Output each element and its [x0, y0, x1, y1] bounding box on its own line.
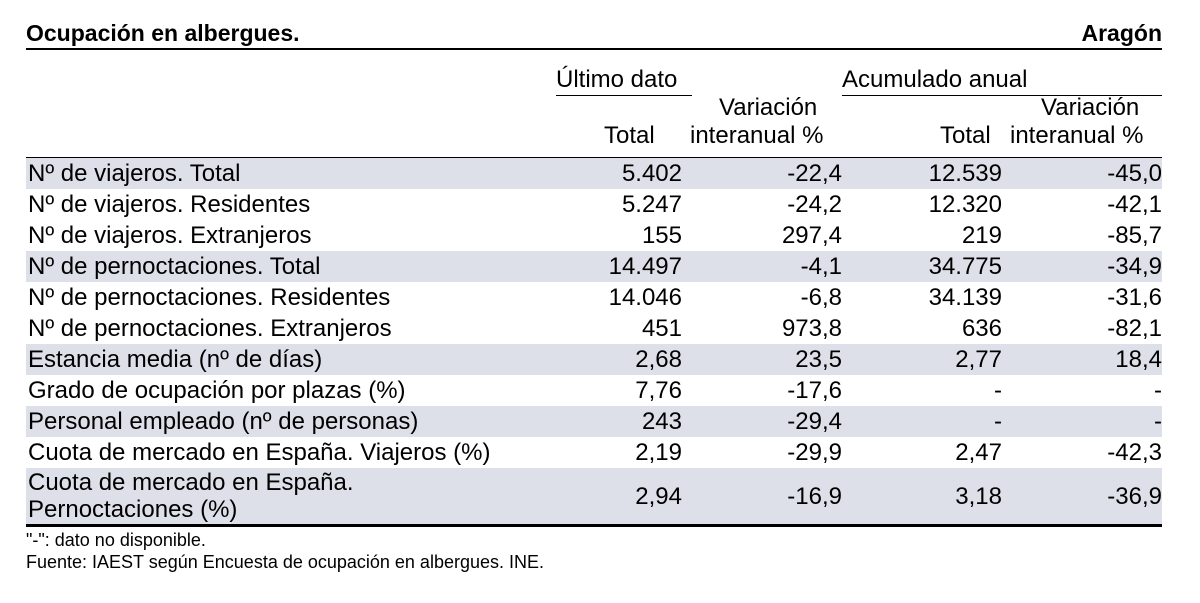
cell-variation: -22,4: [682, 158, 842, 189]
table-row: Nº de viajeros. Total 5.402 -22,4 12.539…: [26, 158, 1162, 189]
row-label: Nº de pernoctaciones. Residentes: [28, 283, 391, 311]
report-table-block: Ocupación en albergues. Aragón Último da…: [26, 14, 1162, 573]
row-label: Personal empleado (nº de personas): [26, 406, 566, 437]
missing-data-note: "-": dato no disponible.: [26, 530, 206, 550]
cell-acum-variation: -: [1154, 376, 1162, 404]
table-row: Personal empleado (nº de personas) 243 -…: [26, 406, 1162, 437]
cell-acum-variation: -45,0: [1002, 158, 1162, 189]
row-label: Nº de pernoctaciones. Total: [26, 251, 566, 282]
cell-variation: 23,5: [682, 344, 842, 375]
cell-acum-variation: -36,9: [1002, 468, 1162, 524]
col-header-var-2-line1: Variación: [1041, 94, 1140, 121]
cell-variation: 973,8: [781, 314, 842, 342]
column-header: Último dato Acumulado anual Total Variac…: [26, 50, 1162, 158]
cell-total: 451: [641, 314, 682, 342]
cell-variation: -29,4: [682, 406, 842, 437]
cell-acum-total: 34.139: [928, 283, 1002, 311]
row-label: Nº de viajeros. Total: [26, 158, 566, 189]
table-row: Cuota de mercado en España. Viajeros (%)…: [26, 437, 1162, 468]
cell-acum-total: -: [994, 376, 1002, 404]
cell-variation: -29,9: [787, 438, 842, 466]
bottom-rule: [26, 524, 1162, 527]
cell-acum-total: 2,47: [955, 438, 1002, 466]
col-header-var-1-line1: Variación: [719, 94, 818, 121]
group-header-ultimo-dato: Último dato: [556, 66, 692, 96]
title-row: Ocupación en albergues. Aragón: [26, 14, 1162, 50]
table-row: Nº de viajeros. Extranjeros 155 297,4 21…: [26, 220, 1162, 251]
group-header-acumulado-anual: Acumulado anual: [842, 66, 1162, 96]
source-note: Fuente: IAEST según Encuesta de ocupació…: [26, 552, 545, 572]
row-label: Estancia media (nº de días): [26, 344, 566, 375]
cell-variation: -17,6: [787, 376, 842, 404]
row-label: Grado de ocupación por plazas (%): [28, 376, 406, 404]
row-label: Nº de pernoctaciones. Extranjeros: [28, 314, 392, 342]
cell-acum-variation: -85,7: [1107, 221, 1162, 249]
cell-total: 14.046: [608, 283, 682, 311]
region-label: Aragón: [1081, 20, 1163, 46]
cell-total: 2,19: [635, 438, 682, 466]
cell-total: 5.247: [621, 190, 682, 218]
cell-acum-variation: -82,1: [1107, 314, 1162, 342]
table-row: Grado de ocupación por plazas (%) 7,76 -…: [26, 375, 1162, 406]
table-row: Nº de pernoctaciones. Extranjeros 451 97…: [26, 313, 1162, 344]
footnotes: "-": dato no disponible. Fuente: IAEST s…: [26, 529, 1162, 573]
cell-total: 5.402: [566, 158, 682, 189]
table-row: Nº de pernoctaciones. Residentes 14.046 …: [26, 282, 1162, 313]
row-label: Cuota de mercado en España. Pernoctacion…: [26, 468, 566, 524]
cell-acum-variation: -: [1002, 406, 1162, 437]
cell-acum-variation: -34,9: [1002, 251, 1162, 282]
cell-acum-variation: -42,1: [1107, 190, 1162, 218]
col-header-var-1-line2: interanual %: [690, 122, 824, 149]
cell-variation: 297,4: [781, 221, 842, 249]
cell-acum-variation: 18,4: [1002, 344, 1162, 375]
cell-acum-total: 3,18: [842, 468, 1002, 524]
cell-acum-total: 636: [961, 314, 1002, 342]
cell-total: 14.497: [566, 251, 682, 282]
table-row: Nº de viajeros. Residentes 5.247 -24,2 1…: [26, 189, 1162, 220]
table-row: Nº de pernoctaciones. Total 14.497 -4,1 …: [26, 251, 1162, 282]
row-label: Nº de viajeros. Residentes: [28, 190, 311, 218]
cell-acum-variation: -31,6: [1107, 283, 1162, 311]
row-label: Nº de viajeros. Extranjeros: [28, 221, 312, 249]
cell-acum-total: 219: [961, 221, 1002, 249]
cell-acum-variation: -42,3: [1107, 438, 1162, 466]
table-title: Ocupación en albergues.: [26, 20, 300, 46]
cell-acum-total: 12.539: [842, 158, 1002, 189]
col-header-total-1: Total: [604, 122, 655, 149]
row-label: Cuota de mercado en España. Viajeros (%): [28, 438, 491, 466]
cell-total: 2,68: [566, 344, 682, 375]
table-row: Cuota de mercado en España. Pernoctacion…: [26, 468, 1162, 524]
cell-total: 243: [566, 406, 682, 437]
cell-variation: -16,9: [682, 468, 842, 524]
cell-total: 2,94: [566, 468, 682, 524]
data-table: Nº de viajeros. Total 5.402 -22,4 12.539…: [26, 158, 1162, 524]
cell-acum-total: 12.320: [928, 190, 1002, 218]
cell-acum-total: 2,77: [842, 344, 1002, 375]
cell-acum-total: 34.775: [842, 251, 1002, 282]
cell-variation: -6,8: [800, 283, 842, 311]
col-header-total-2: Total: [940, 122, 991, 149]
cell-variation: -24,2: [787, 190, 842, 218]
col-header-var-2-line2: interanual %: [1010, 122, 1144, 149]
cell-total: 7,76: [635, 376, 682, 404]
cell-variation: -4,1: [682, 251, 842, 282]
cell-total: 155: [641, 221, 682, 249]
cell-acum-total: -: [842, 406, 1002, 437]
table-row: Estancia media (nº de días) 2,68 23,5 2,…: [26, 344, 1162, 375]
